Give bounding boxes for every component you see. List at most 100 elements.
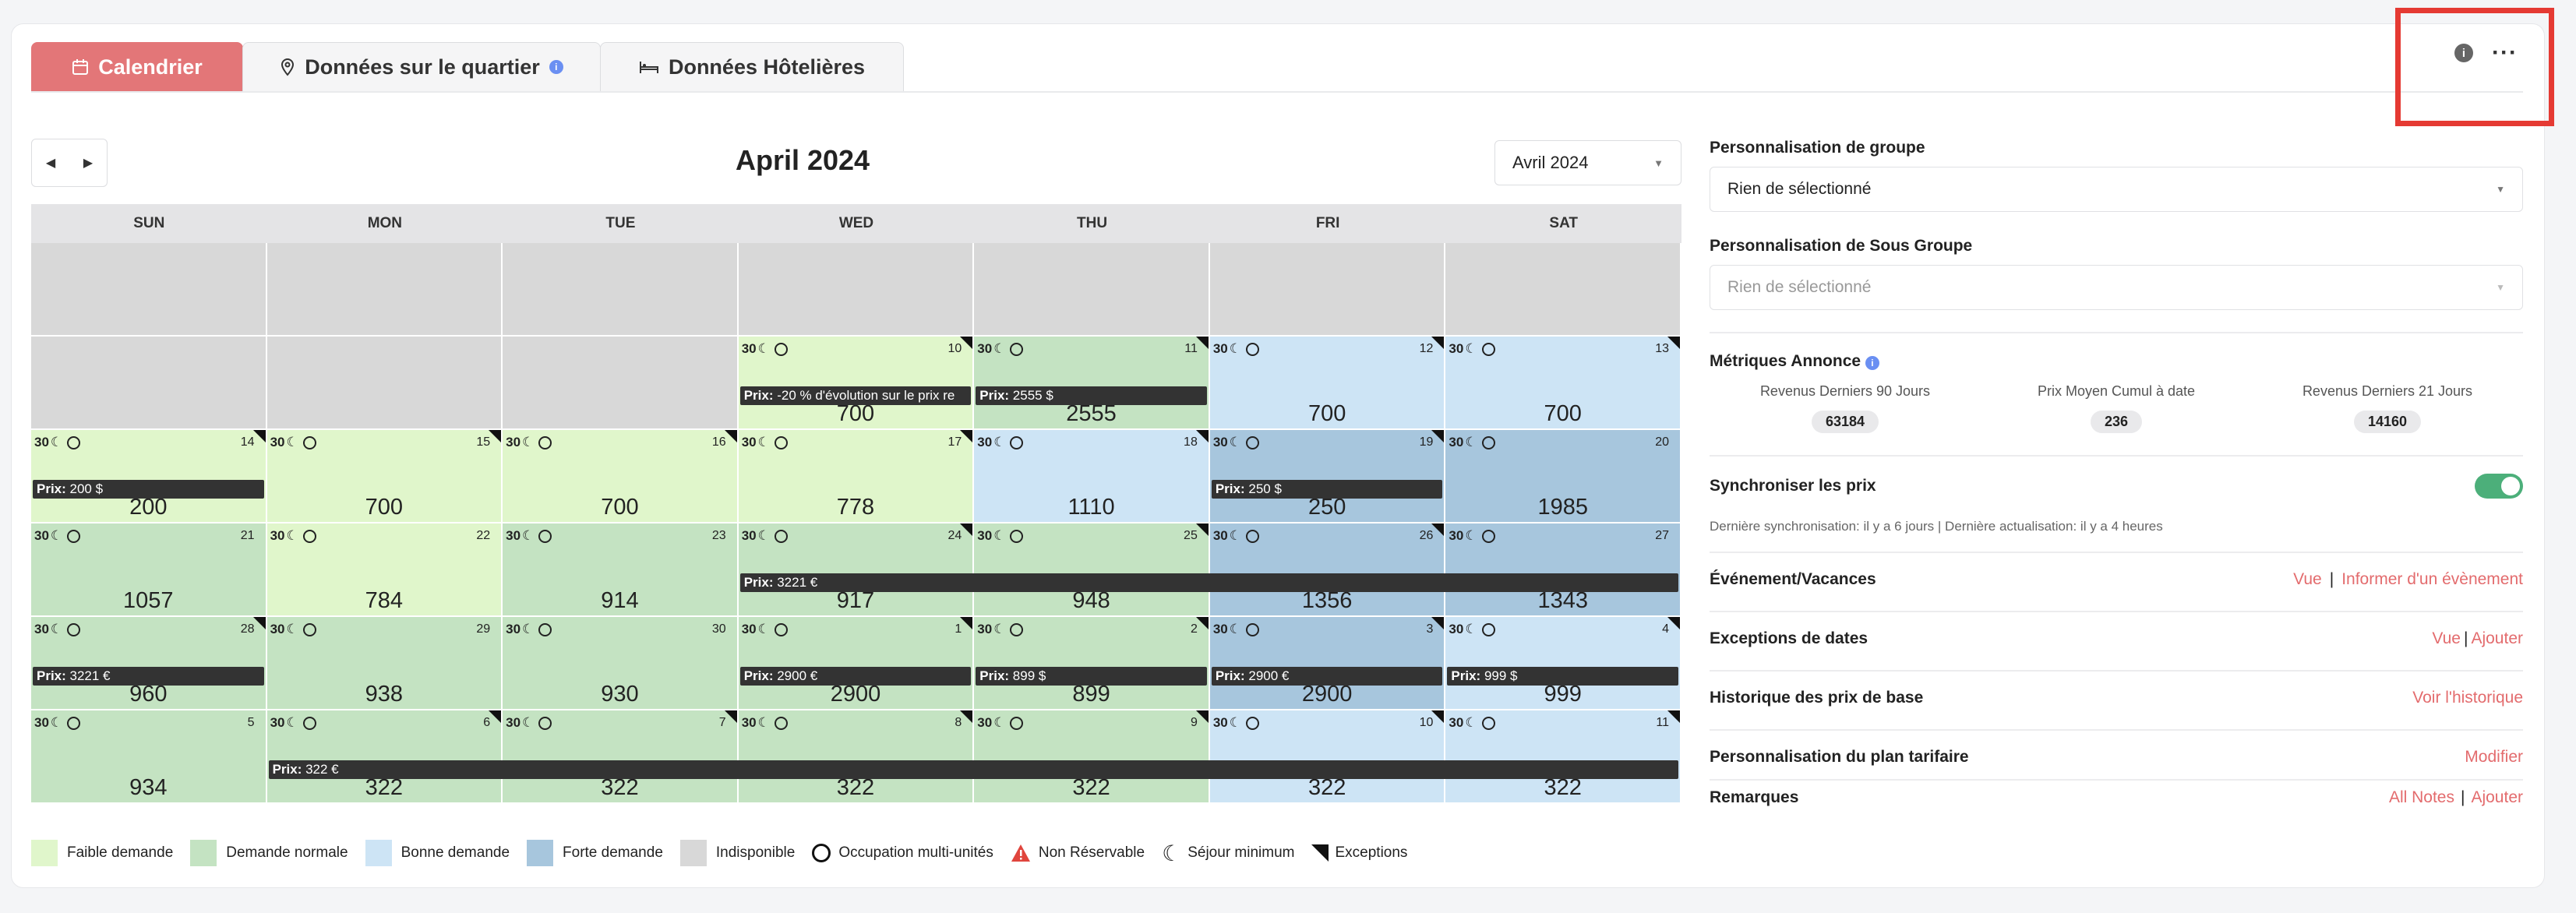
- calendar-cell[interactable]: 30 ☾ 16 700: [503, 430, 739, 523]
- multi-unit-icon: [1246, 716, 1260, 730]
- prev-month-icon[interactable]: ◀: [45, 157, 56, 170]
- notes-row: Remarques All Notes | Ajouter: [1710, 788, 2523, 807]
- next-month-icon[interactable]: ▶: [83, 157, 94, 170]
- calendar-cell[interactable]: 30 ☾ 7 322: [503, 710, 739, 804]
- min-stay-value: 30: [741, 435, 757, 449]
- plan-link[interactable]: Modifier: [2465, 748, 2523, 766]
- exception-marker-icon: [1195, 710, 1209, 723]
- calendar-cell[interactable]: 30 ☾ 19 250: [1209, 430, 1446, 523]
- multi-unit-icon: [1246, 622, 1260, 636]
- price-rule-bar[interactable]: Prix: 999 $: [1447, 667, 1678, 686]
- notes-all-link[interactable]: All Notes: [2388, 788, 2454, 806]
- price-rule-label: Prix:: [743, 668, 774, 683]
- subgroup-select[interactable]: Rien de sélectionné ▼: [1710, 265, 2523, 310]
- legend-swatch: [31, 840, 58, 866]
- calendar-cell[interactable]: 30 ☾ 15 700: [266, 430, 503, 523]
- exception-marker-icon: [1431, 337, 1445, 349]
- price-rule-bar[interactable]: Prix: 2900 €: [739, 667, 972, 686]
- more-options-icon[interactable]: ···: [2492, 40, 2518, 65]
- notes-add-link[interactable]: Ajouter: [2471, 788, 2523, 806]
- calendar-cell[interactable]: 30 ☾ 18 1110: [974, 430, 1210, 523]
- tab-quartier[interactable]: Données sur le quartier i: [242, 42, 601, 92]
- calendar-cell[interactable]: 30 ☾ 10 700: [738, 337, 975, 430]
- calendar-cell[interactable]: 30 ☾ 3 2900: [1209, 617, 1446, 710]
- moon-icon: ☾: [286, 622, 298, 636]
- sync-toggle[interactable]: [2475, 474, 2523, 499]
- weekday-label: TUE: [605, 215, 636, 231]
- events-view-link[interactable]: Vue: [2293, 570, 2322, 588]
- group-select[interactable]: Rien de sélectionné ▼: [1710, 167, 2523, 212]
- calendar-cell[interactable]: 30 ☾ 10 322: [1209, 710, 1446, 804]
- min-stay-value: 30: [1449, 435, 1464, 449]
- events-inform-link[interactable]: Informer d'un évènement: [2341, 570, 2523, 588]
- exceptions-add-link[interactable]: Ajouter: [2471, 629, 2523, 647]
- calendar-cell[interactable]: 30 ☾ 14 200: [31, 430, 267, 523]
- price-rule-bar[interactable]: Prix: 250 $: [1211, 480, 1443, 499]
- exception-marker-icon: [1195, 430, 1209, 442]
- calendar-cell[interactable]: 30 ☾ 8 322: [738, 710, 975, 804]
- tab-calendrier[interactable]: Calendrier: [31, 42, 243, 92]
- calendar-cell[interactable]: 30 ☾ 29 938: [266, 617, 503, 710]
- calendar-cell[interactable]: 30 ☾ 6 322: [266, 710, 503, 804]
- price-rule-bar[interactable]: Prix: 899 $: [976, 667, 1207, 686]
- calendar-cell[interactable]: 30 ☾ 24 917: [738, 523, 975, 617]
- calendar-cell[interactable]: 30 ☾ 4 999: [1445, 617, 1681, 710]
- calendar-cell[interactable]: 30 ☾ 23 914: [503, 523, 739, 617]
- calendar-cell[interactable]: 30 ☾ 21 1057: [31, 523, 267, 617]
- moon-icon: ☾: [757, 341, 770, 356]
- calendar-cell[interactable]: 30 ☾ 22 784: [266, 523, 503, 617]
- calendar-cell[interactable]: 30 ☾ 25 948: [974, 523, 1210, 617]
- price-rule-bar[interactable]: Prix: 322 €: [268, 760, 1678, 779]
- tab-label: Données Hôtelières: [668, 55, 866, 79]
- moon-icon: ☾: [993, 341, 1006, 356]
- price-rule-bar[interactable]: Prix: -20 % d'évolution sur le prix re: [739, 386, 972, 405]
- calendar-cell[interactable]: 30 ☾ 17 778: [738, 430, 975, 523]
- calendar-cell[interactable]: 30 ☾ 26 1356: [1209, 523, 1446, 617]
- calendar-cell[interactable]: 30 ☾ 30 930: [503, 617, 739, 710]
- calendar-cell[interactable]: 30 ☾ 11 2555: [974, 337, 1210, 430]
- history-link[interactable]: Voir l'historique: [2412, 689, 2523, 707]
- group-title: Personnalisation de groupe: [1710, 139, 1925, 157]
- calendar-cell[interactable]: 30 ☾ 13 700: [1445, 337, 1681, 430]
- calendar-cell[interactable]: 30 ☾ 2 899: [974, 617, 1210, 710]
- calendar-cell[interactable]: 30 ☾ 1 2900: [738, 617, 975, 710]
- moon-icon: ☾: [50, 528, 63, 543]
- info-icon[interactable]: i: [1865, 356, 1879, 370]
- calendar-cell-unavailable: [503, 243, 739, 337]
- info-circle-icon[interactable]: i: [2454, 44, 2473, 62]
- day-number: 19: [1419, 435, 1434, 449]
- price-rule-bar[interactable]: Prix: 2900 €: [1211, 667, 1443, 686]
- tab-hotelieres[interactable]: Données Hôtelières: [600, 42, 904, 92]
- min-stay: 30 ☾: [506, 435, 552, 450]
- calendar-cell[interactable]: 30 ☾ 12 700: [1209, 337, 1446, 430]
- multi-unit-icon: [538, 716, 552, 730]
- price-rule-bar[interactable]: Prix: 3221 €: [739, 573, 1678, 592]
- history-title: Historique des prix de base: [1710, 689, 1924, 707]
- calendar-cell[interactable]: 30 ☾ 27 1343: [1445, 523, 1681, 617]
- tab-label: Calendrier: [98, 55, 203, 79]
- month-select[interactable]: Avril 2024 ▼: [1494, 140, 1681, 185]
- day-number: 9: [1190, 716, 1198, 729]
- metric-value: 63184: [1811, 411, 1879, 433]
- moon-icon: ☾: [757, 622, 770, 636]
- moon-icon: ☾: [757, 528, 770, 543]
- calendar-cell[interactable]: 30 ☾ 11 322: [1445, 710, 1681, 804]
- price-rule-bar[interactable]: Prix: 2555 $: [976, 386, 1207, 405]
- calendar-cell[interactable]: 30 ☾ 20 1985: [1445, 430, 1681, 523]
- metric-avg-price: Prix Moyen Cumul à date 236: [1981, 383, 2252, 433]
- info-icon[interactable]: i: [549, 60, 563, 74]
- divider: [1710, 779, 2523, 781]
- legend-label: Demande normale: [226, 844, 348, 861]
- metric-label: Revenus Derniers 21 Jours: [2302, 383, 2473, 399]
- price-rule-bar[interactable]: Prix: 200 $: [33, 480, 264, 499]
- calendar-cell[interactable]: 30 ☾ 9 322: [974, 710, 1210, 804]
- min-stay-value: 30: [977, 622, 993, 636]
- calendar-week: 30 ☾ 28 960 30 ☾ 29 938 30 ☾ 30 930 30 ☾ 1 2900 30 ☾ 2 899 3…: [31, 617, 1681, 710]
- calendar-cell[interactable]: 30 ☾ 28 960: [31, 617, 267, 710]
- price-rule-bar[interactable]: Prix: 3221 €: [33, 667, 264, 686]
- calendar-cell[interactable]: 30 ☾ 5 934: [31, 710, 267, 804]
- exceptions-view-link[interactable]: Vue: [2432, 629, 2461, 647]
- day-price: 778: [836, 495, 875, 520]
- metrics-title: Métriques Annonce i: [1710, 352, 2523, 371]
- price-rule-text: 3221 €: [65, 668, 111, 683]
